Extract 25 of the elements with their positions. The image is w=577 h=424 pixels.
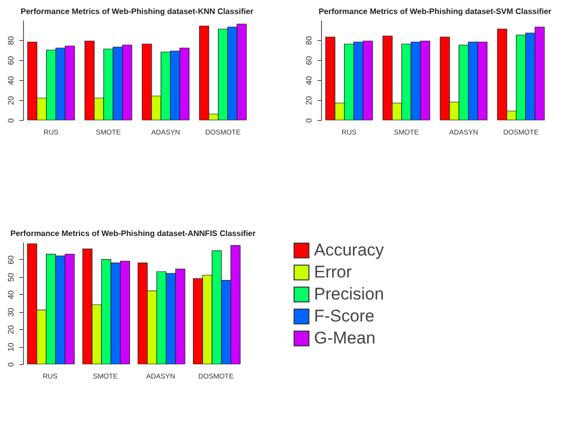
y-tick-label: 10: [6, 342, 16, 352]
legend-label: F-Score: [314, 306, 374, 326]
y-tick-label: 0: [6, 118, 16, 123]
y-tick-label: 20: [6, 96, 16, 105]
y-tick-label: 0: [6, 362, 16, 367]
y-tick-label: 0: [304, 118, 314, 123]
y-tick-label: 60: [6, 56, 16, 65]
y-tick-label: 80: [304, 36, 314, 45]
y-tick-label: 40: [304, 76, 314, 85]
y-tick-label: 20: [304, 96, 314, 105]
y-tick-label: 30: [6, 307, 16, 317]
y-tick-label: 40: [6, 290, 16, 300]
legend-label: Accuracy: [314, 240, 384, 260]
legend-label: Precision: [314, 284, 384, 304]
legend-label: Error: [314, 262, 352, 282]
y-tick-label: 20: [6, 324, 16, 334]
legend-label: G-Mean: [314, 328, 376, 348]
y-tick-label: 80: [6, 36, 16, 45]
y-tick-label: 60: [6, 254, 16, 264]
y-tick-label: 40: [6, 76, 16, 85]
chart-title: Performance Metrics of Web-Phishing dataset-KNN Classifier: [20, 7, 254, 16]
y-tick-label: 50: [6, 272, 16, 282]
y-tick-label: 60: [304, 56, 314, 65]
chart-title: Performance Metrics of Web-Phishing dataset-ANNFIS Classifier: [10, 229, 256, 238]
chart-title: Performance Metrics of Web-Phishing dataset-SVM Classifier: [318, 7, 552, 16]
